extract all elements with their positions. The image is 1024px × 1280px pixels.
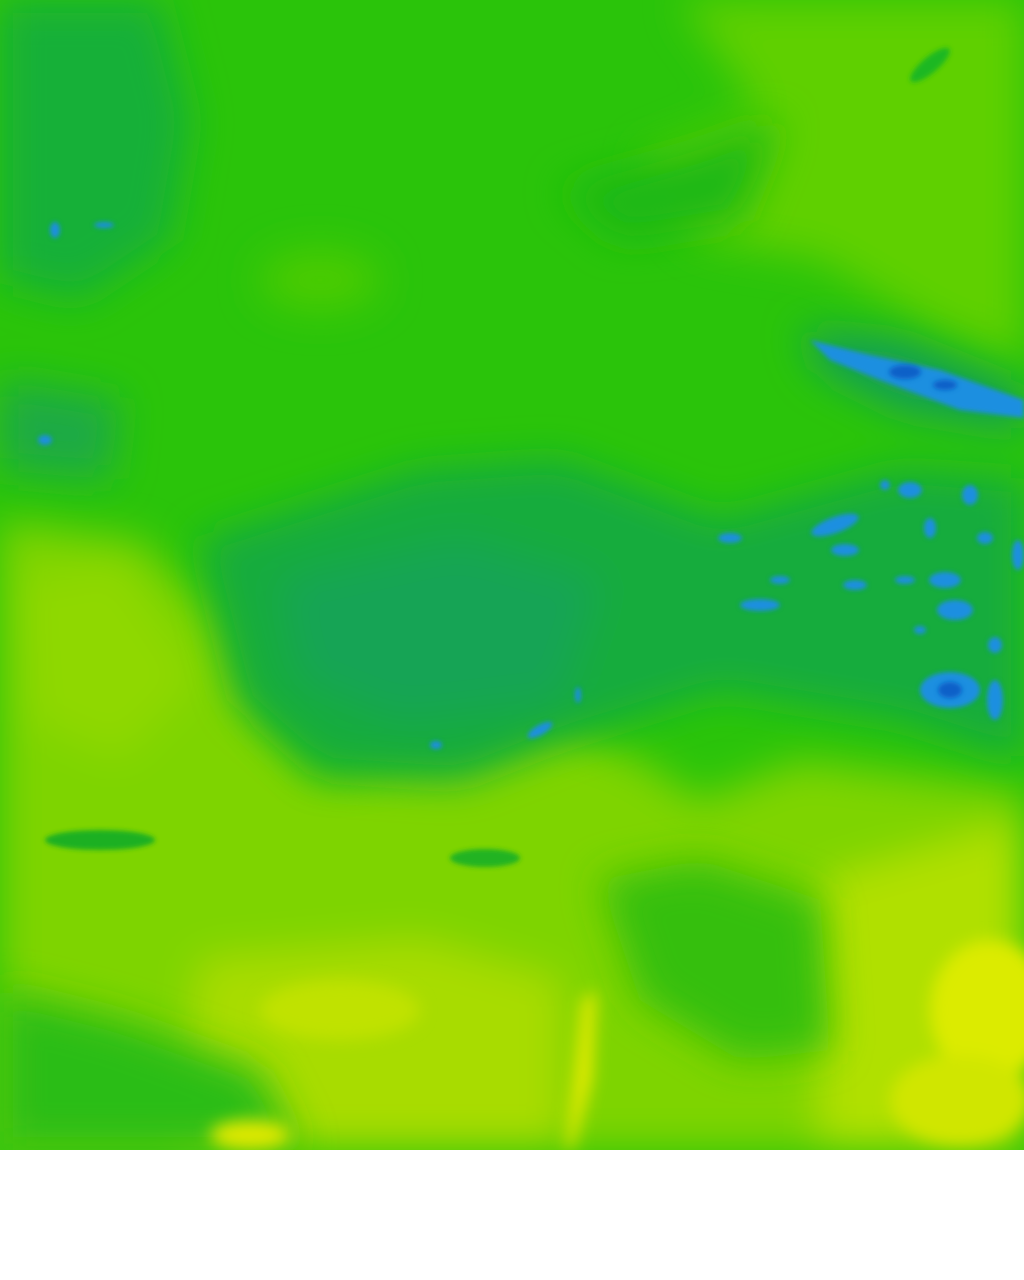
dark-regions (0, 0, 1024, 1150)
small-dark-patches (45, 47, 950, 867)
yellow-regions (210, 940, 1024, 1150)
field-map[interactable] (0, 0, 1024, 1150)
blue-spots (38, 222, 1024, 749)
blank-area (0, 1150, 1024, 1280)
